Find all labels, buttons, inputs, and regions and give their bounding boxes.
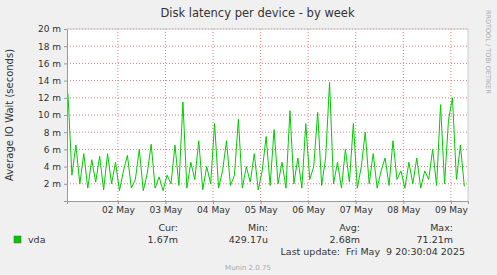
tick-label: 2 m <box>44 179 61 189</box>
tick-label: 8 m <box>44 128 61 138</box>
tick-label: 4 m <box>44 162 61 172</box>
legend-stat: 1.67m <box>148 234 178 245</box>
grid-line-y <box>67 46 468 47</box>
axis-line <box>64 30 68 202</box>
tick-label: 10 m <box>38 110 61 120</box>
tick: 20 m <box>38 24 67 34</box>
series-group <box>68 82 464 190</box>
tick-mark <box>64 167 67 168</box>
legend-stat: 71.21m <box>417 234 453 245</box>
y-axis: 2 m 4 m 6 m 8 m 10 m 12 m 14 m 16 m 18 m 20 m <box>38 24 68 201</box>
grid-line-x <box>450 29 451 201</box>
grid-line-y <box>67 183 468 184</box>
legend-header: Cur: <box>158 222 178 233</box>
tick-label: 09 May <box>435 205 469 215</box>
title: Disk latency per device - by week <box>160 6 355 20</box>
chart: 02 May 03 May 04 May 05 May 06 May 07 May 08 M… <box>0 0 497 275</box>
background <box>0 0 497 275</box>
tick-label: 18 m <box>38 42 61 52</box>
footer: Munin 2.0.75 <box>225 264 271 272</box>
tick-label: 05 May <box>245 205 279 215</box>
tick: 2 m <box>44 179 67 189</box>
tick-mark <box>64 98 67 99</box>
tick-mark <box>64 149 67 150</box>
x-axis: 02 May 03 May 04 May 05 May 06 May 07 May 08 M… <box>68 201 469 215</box>
tick: 8 m <box>44 128 67 138</box>
tick-mark <box>451 201 452 204</box>
tick: 12 m <box>38 93 67 103</box>
tick-mark <box>403 201 404 204</box>
grid-line-x <box>403 29 404 201</box>
tick: 03 May <box>150 201 184 215</box>
tick-label: 04 May <box>197 205 231 215</box>
legend-stat: 429.17u <box>229 234 268 245</box>
tick: 06 May <box>292 201 326 215</box>
tick: 09 May <box>435 201 469 215</box>
grid-line-y <box>67 80 468 81</box>
grid-line-x <box>213 29 214 201</box>
tick-label: 02 May <box>102 205 136 215</box>
series-line <box>68 82 464 190</box>
last-update: Last update: Fri May 9 20:30:04 2025 <box>281 246 465 257</box>
tick: 10 m <box>38 110 67 120</box>
grid-line-y <box>67 63 468 64</box>
tick: 14 m <box>38 76 67 86</box>
tick: 05 May <box>245 201 279 215</box>
watermark: RRDTOOL / TOBI OETIKER <box>484 10 492 94</box>
tick-mark <box>165 201 166 204</box>
legend-header: Max: <box>430 222 453 233</box>
tick-label: 20 m <box>38 24 61 34</box>
tick: 18 m <box>38 42 67 52</box>
tick: 07 May <box>340 201 374 215</box>
grid-line-y <box>67 115 468 116</box>
legend-header: Min: <box>248 222 268 233</box>
tick-mark <box>64 132 67 133</box>
tick-mark <box>356 201 357 204</box>
tick-mark <box>213 201 214 204</box>
tick-label: 12 m <box>38 93 61 103</box>
plot-frame <box>67 29 468 201</box>
grid-line-x <box>165 29 166 201</box>
tick: 6 m <box>44 145 67 155</box>
grid <box>67 29 468 201</box>
tick-mark <box>64 46 67 47</box>
tick: 16 m <box>38 59 67 69</box>
legend-swatch <box>14 236 21 243</box>
tick-label: 16 m <box>38 59 61 69</box>
legend-stat: 2.68m <box>330 234 360 245</box>
tick-label: 07 May <box>340 205 374 215</box>
tick-mark <box>118 201 119 204</box>
tick-label: 14 m <box>38 76 61 86</box>
grid-line-y <box>67 97 468 98</box>
tick-mark <box>64 184 67 185</box>
axis-line <box>68 202 469 205</box>
tick: 04 May <box>197 201 231 215</box>
tick-mark <box>308 201 309 204</box>
legend-label: vda <box>28 234 45 245</box>
plot-area <box>67 29 468 201</box>
y-axis-title: Average IO Wait (seconds) <box>4 49 15 181</box>
tick-label: 6 m <box>44 145 61 155</box>
tick: 08 May <box>387 201 421 215</box>
tick-mark <box>64 81 67 82</box>
tick: 4 m <box>44 162 67 172</box>
legend: Cur: Min: Avg: Max: vda 1.67m 429.17u 2.68m 71.2… <box>14 222 453 245</box>
tick-label: 06 May <box>292 205 326 215</box>
tick-mark <box>64 115 67 116</box>
tick: 02 May <box>102 201 136 215</box>
legend-header: Avg: <box>339 222 360 233</box>
tick-label: 03 May <box>150 205 184 215</box>
tick-mark <box>64 29 67 30</box>
tick-label: 08 May <box>387 205 421 215</box>
grid-line-y <box>67 132 468 133</box>
grid-line-x <box>308 29 309 201</box>
tick-mark <box>64 63 67 64</box>
tick-mark <box>261 201 262 204</box>
